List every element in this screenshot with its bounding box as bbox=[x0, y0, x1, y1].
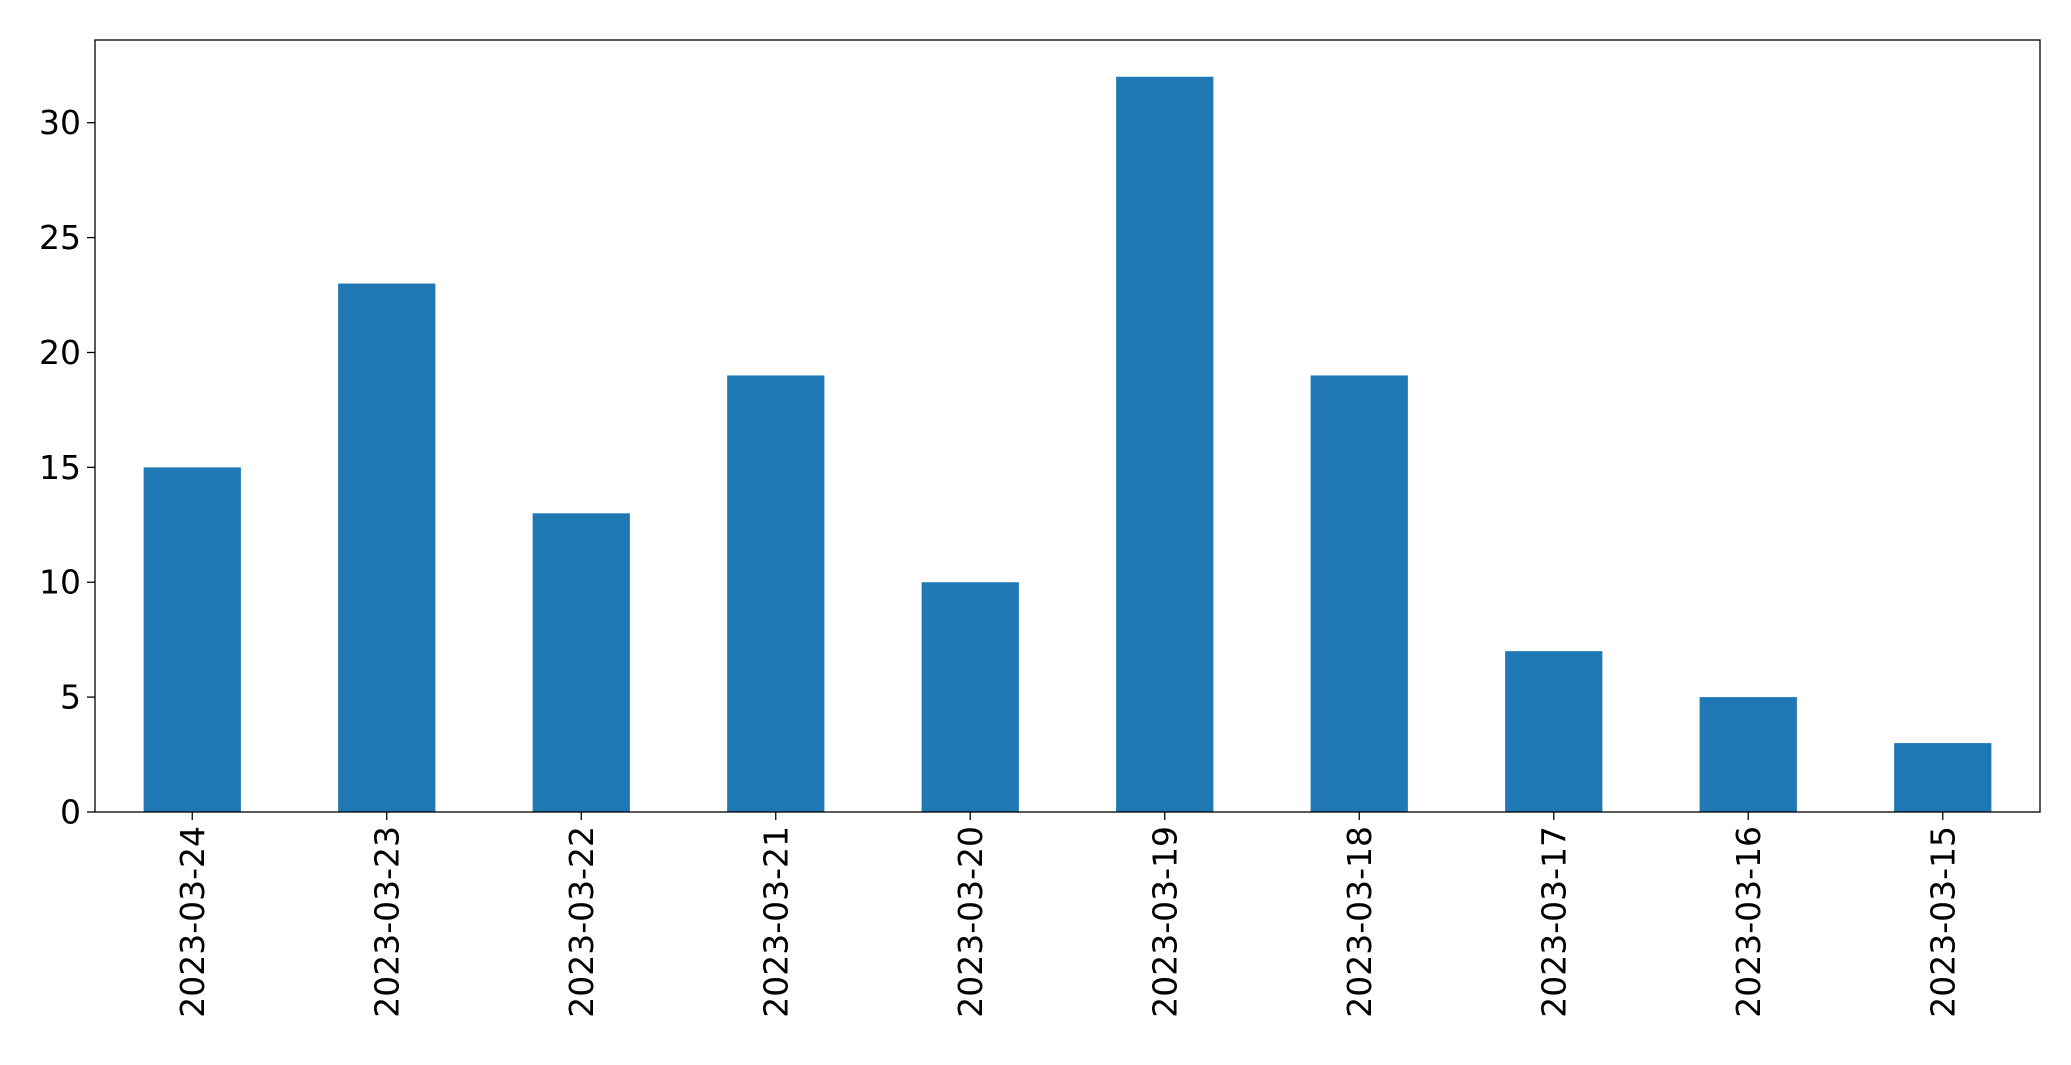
y-tick-label: 20 bbox=[39, 333, 81, 372]
x-tick-label: 2023-03-20 bbox=[951, 826, 990, 1018]
y-tick-label: 15 bbox=[39, 448, 81, 487]
plot-frame bbox=[94, 39, 2041, 813]
bar-2023-03-15 bbox=[1894, 743, 1992, 812]
bars-group bbox=[143, 76, 1992, 812]
x-tick-label: 2023-03-23 bbox=[367, 826, 406, 1018]
bar-2023-03-18 bbox=[1310, 375, 1408, 812]
bar-2023-03-17 bbox=[1505, 651, 1603, 812]
x-tick-label: 2023-03-22 bbox=[562, 826, 601, 1018]
bar-2023-03-24 bbox=[143, 467, 241, 812]
bar-2023-03-16 bbox=[1699, 697, 1797, 812]
bar-2023-03-21 bbox=[727, 375, 825, 812]
x-tick-label: 2023-03-19 bbox=[1145, 826, 1184, 1018]
x-tick-label: 2023-03-24 bbox=[173, 826, 212, 1018]
x-tick-label: 2023-03-17 bbox=[1534, 826, 1573, 1018]
bar-2023-03-19 bbox=[1116, 76, 1214, 812]
x-tick-label: 2023-03-21 bbox=[756, 826, 795, 1018]
y-tick-label: 30 bbox=[39, 103, 81, 142]
bar-2023-03-20 bbox=[921, 582, 1019, 812]
x-tick-label: 2023-03-15 bbox=[1923, 826, 1962, 1018]
y-axis: 0 5 10 15 20 25 30 bbox=[39, 103, 95, 832]
bar-2023-03-22 bbox=[532, 513, 630, 812]
x-tick-label: 2023-03-18 bbox=[1340, 826, 1379, 1018]
x-axis: 2023-03-24 2023-03-23 2023-03-22 2023-03-21… bbox=[173, 812, 1962, 1018]
bar-2023-03-23 bbox=[338, 283, 436, 812]
x-tick-label: 2023-03-16 bbox=[1729, 826, 1768, 1018]
y-tick-label: 10 bbox=[39, 563, 81, 602]
y-tick-label: 25 bbox=[39, 218, 81, 257]
y-tick-label: 5 bbox=[60, 678, 81, 717]
y-tick-label: 0 bbox=[60, 793, 81, 832]
